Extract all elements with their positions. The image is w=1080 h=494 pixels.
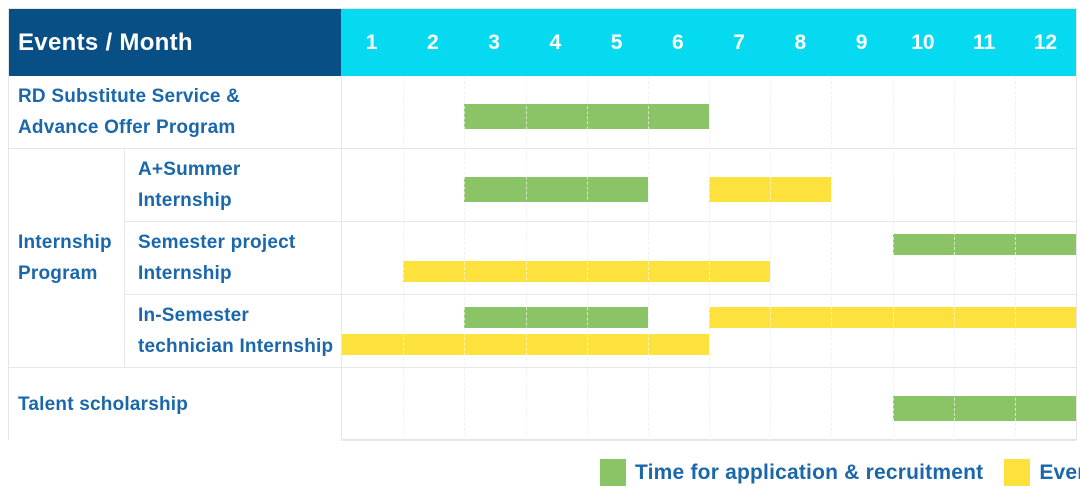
legend-label: Events: [1039, 460, 1080, 484]
schedule-table: Events / Month 1 2 3 4 5 6 7 8 9 10 11 1…: [8, 8, 1077, 441]
row-label-semester-project: Semester project Internship: [125, 222, 341, 295]
month-header-9: 9: [855, 30, 868, 54]
gantt-bar-application: [464, 307, 648, 328]
gantt-row-in-semester-technician: [342, 295, 1076, 368]
month-header-2: 2: [427, 30, 439, 54]
gantt-bar-events: [709, 307, 1076, 328]
legend-label: Time for application & recruitment: [635, 460, 984, 484]
row-label-line: Advance Offer Program: [18, 117, 236, 138]
group-label-line: Internship: [18, 232, 112, 253]
legend-swatch-green: [600, 459, 626, 486]
gantt-chart-area: [341, 76, 1076, 441]
gantt-row-semester-project: [342, 222, 1076, 295]
row-label-line: Talent scholarship: [18, 394, 189, 415]
gantt-row-talent-scholarship: [342, 368, 1076, 441]
gantt-bar-events: [342, 334, 709, 355]
gantt-bar-events: [403, 261, 771, 282]
row-label-line: RD Substitute Service &: [18, 86, 241, 107]
month-header-7: 7: [733, 30, 745, 54]
legend: Time for application & recruitment Event…: [600, 459, 1080, 486]
month-header-4: 4: [549, 30, 562, 54]
group-label-internship-program: Internship Program: [9, 149, 125, 368]
table-title: Events / Month: [18, 28, 193, 56]
gantt-bar-events: [709, 177, 832, 202]
row-label-line: A+Summer: [138, 159, 241, 180]
month-header-10: 10: [911, 30, 935, 54]
gantt-bar-application: [892, 234, 1076, 255]
row-label-line: Internship: [138, 263, 232, 284]
row-label-line: In-Semester: [138, 305, 249, 326]
gantt-row-rd-substitute: [342, 76, 1076, 149]
row-label-in-semester-technician: In-Semester technician Internship: [125, 295, 341, 368]
month-header-row: 1 2 3 4 5 6 7 8 9 10 11 12: [341, 9, 1076, 76]
table-header-left: Events / Month: [9, 9, 341, 76]
row-label-rd-substitute: RD Substitute Service & Advance Offer Pr…: [9, 76, 341, 149]
legend-item-events: Events: [1004, 459, 1080, 486]
row-label-talent-scholarship: Talent scholarship: [9, 368, 341, 441]
gantt-bar-application: [464, 104, 709, 129]
row-label-a-plus-summer: A+Summer Internship: [125, 149, 341, 222]
month-header-3: 3: [488, 30, 500, 54]
row-label-line: Internship: [138, 190, 232, 211]
group-label-line: Program: [18, 263, 98, 284]
month-header-6: 6: [672, 30, 684, 54]
month-header-1: 1: [365, 30, 378, 54]
month-header-12: 12: [1033, 30, 1058, 54]
month-header-8: 8: [794, 30, 807, 54]
gantt-bar-application: [464, 177, 648, 202]
legend-swatch-yellow: [1004, 459, 1031, 486]
month-header-5: 5: [610, 30, 623, 54]
month-header-11: 11: [973, 30, 996, 54]
gantt-row-a-plus-summer: [342, 149, 1076, 222]
gantt-bar-application: [892, 396, 1076, 421]
row-label-line: Semester project: [138, 232, 296, 253]
row-label-line: technician Internship: [138, 336, 334, 357]
legend-item-application: Time for application & recruitment: [600, 459, 983, 486]
